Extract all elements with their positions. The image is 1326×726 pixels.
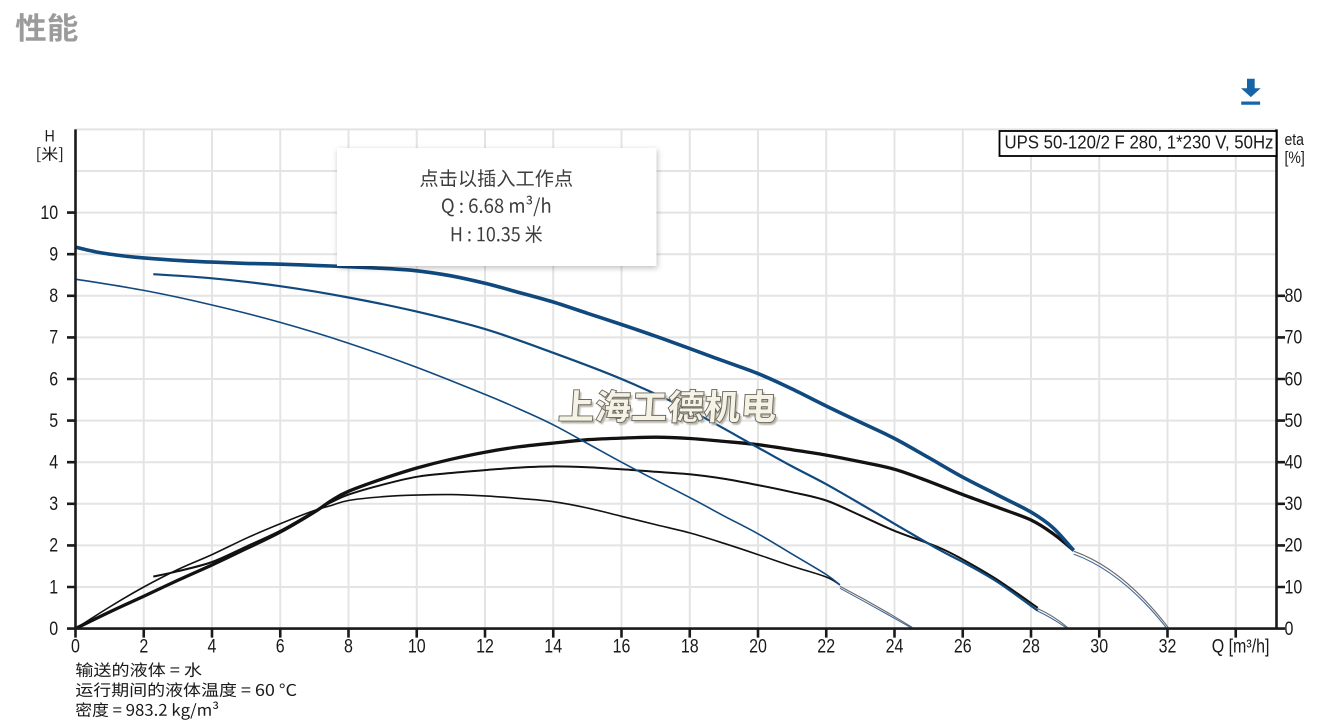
svg-text:32: 32 (1159, 635, 1177, 657)
svg-text:10: 10 (40, 201, 58, 223)
svg-text:2: 2 (139, 635, 148, 657)
svg-text:0: 0 (1285, 617, 1294, 639)
svg-text:20: 20 (1285, 534, 1303, 556)
svg-text:40: 40 (1285, 451, 1303, 473)
svg-text:H: H (45, 127, 55, 145)
svg-text:2: 2 (49, 534, 58, 556)
svg-text:24: 24 (886, 635, 904, 657)
svg-text:6: 6 (276, 635, 285, 657)
svg-text:10: 10 (1285, 576, 1303, 598)
svg-text:20: 20 (749, 635, 767, 657)
svg-text:4: 4 (49, 451, 58, 473)
svg-text:14: 14 (544, 635, 562, 657)
svg-text:30: 30 (1090, 635, 1108, 657)
svg-text:[%]: [%] (1285, 149, 1305, 167)
svg-text:16: 16 (613, 635, 631, 657)
svg-text:22: 22 (817, 635, 835, 657)
svg-text:10: 10 (408, 635, 426, 657)
svg-text:26: 26 (954, 635, 972, 657)
svg-text:18: 18 (681, 635, 699, 657)
svg-text:7: 7 (49, 326, 58, 348)
svg-text:1: 1 (49, 576, 58, 598)
svg-text:0: 0 (71, 635, 80, 657)
svg-text:8: 8 (344, 635, 353, 657)
svg-text:50: 50 (1285, 409, 1303, 431)
svg-text:0: 0 (49, 617, 58, 639)
svg-text:8: 8 (49, 285, 58, 307)
svg-text:12: 12 (476, 635, 494, 657)
svg-text:70: 70 (1285, 326, 1303, 348)
svg-text:5: 5 (49, 409, 58, 431)
svg-text:eta: eta (1285, 131, 1305, 149)
svg-text:3: 3 (49, 493, 58, 515)
svg-text:UPS 50-120/2 F 280, 1*230 V, 5: UPS 50-120/2 F 280, 1*230 V, 50Hz (1005, 132, 1274, 153)
svg-text:30: 30 (1285, 493, 1303, 515)
svg-text:6: 6 (49, 368, 58, 390)
svg-text:28: 28 (1022, 635, 1040, 657)
svg-text:Q [m³/h]: Q [m³/h] (1212, 635, 1270, 657)
svg-text:9: 9 (49, 243, 58, 265)
svg-text:4: 4 (208, 635, 217, 657)
svg-text:80: 80 (1285, 285, 1303, 307)
svg-text:60: 60 (1285, 368, 1303, 390)
